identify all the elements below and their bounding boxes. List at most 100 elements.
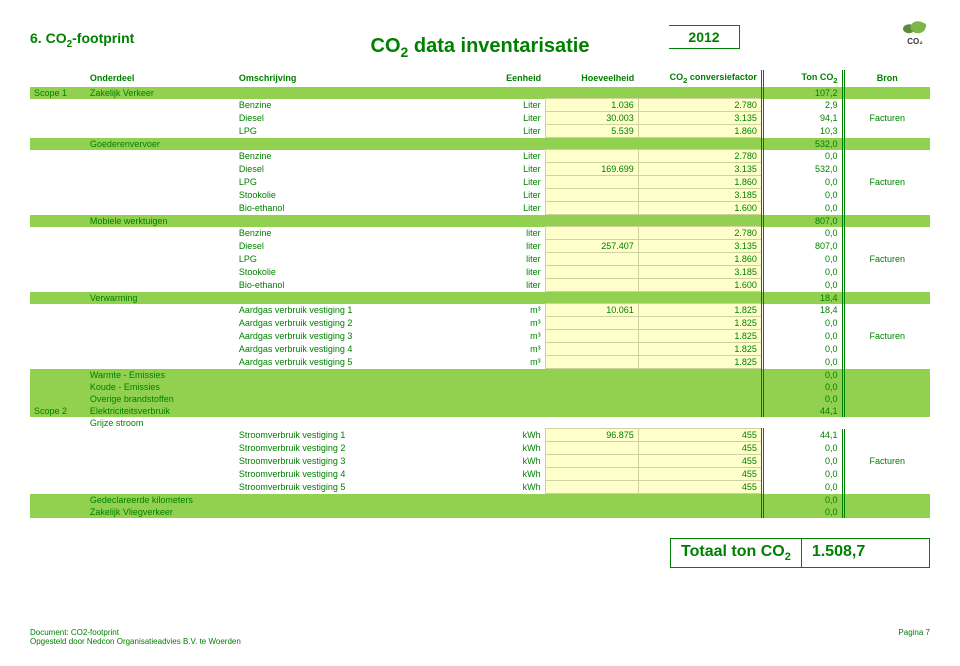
cell-cf: 1.860 (638, 176, 762, 189)
cell-hoeveelheid: 5.539 (545, 125, 638, 138)
data-row: Stroomverbruik vestiging 4kWh4550,0 (30, 468, 930, 481)
cell-omschrijving: Stroomverbruik vestiging 1 (235, 429, 471, 442)
cell-hoeveelheid (545, 253, 638, 266)
cell-ton: 0,0 (762, 455, 843, 468)
cell-cf: 1.825 (638, 356, 762, 369)
cell-bron: Facturen (843, 112, 930, 125)
cell-bron (843, 468, 930, 481)
cell-omschrijving: Aardgas verbruik vestiging 3 (235, 330, 471, 343)
cell-bron (843, 240, 930, 253)
data-row: Stroomverbruik vestiging 5kWh4550,0 (30, 481, 930, 494)
cell-omschrijving: Diesel (235, 112, 471, 125)
cell-eenheid: liter (471, 253, 545, 266)
section-ton: 107,2 (762, 87, 843, 99)
cell-ton: 807,0 (762, 240, 843, 253)
data-row: StookolieLiter3.1850,0 (30, 189, 930, 202)
header-row: Onderdeel Omschrijving Eenheid Hoeveelhe… (30, 70, 930, 87)
cell-ton: 18,4 (762, 304, 843, 317)
cell-omschrijving: Stookolie (235, 266, 471, 279)
cell-cf: 1.825 (638, 317, 762, 330)
section-label: Goederenvervoer (86, 138, 235, 150)
cell-hoeveelheid: 1.036 (545, 99, 638, 112)
cell-bron (843, 317, 930, 330)
col-bron: Bron (843, 70, 930, 87)
cell-eenheid: liter (471, 279, 545, 292)
cell-hoeveelheid (545, 442, 638, 455)
data-row: Aardgas verbruik vestiging 1m³10.0611.82… (30, 304, 930, 317)
cell-hoeveelheid (545, 176, 638, 189)
col-eenheid: Eenheid (471, 70, 545, 87)
section-ton: 44,1 (762, 405, 843, 417)
cell-ton: 0,0 (762, 253, 843, 266)
footer-page: Pagina 7 (898, 628, 930, 646)
cell-cf: 1.600 (638, 202, 762, 215)
logo-text: CO₂ (900, 37, 930, 46)
cell-eenheid: Liter (471, 189, 545, 202)
scope-label: Scope 2 (30, 405, 86, 417)
col-tonco2: Ton CO2 (762, 70, 843, 87)
cell-bron (843, 442, 930, 455)
cell-cf: 455 (638, 468, 762, 481)
cell-omschrijving: Aardgas verbruik vestiging 1 (235, 304, 471, 317)
cell-eenheid: kWh (471, 429, 545, 442)
cell-bron (843, 202, 930, 215)
cell-hoeveelheid (545, 279, 638, 292)
cell-cf: 1.600 (638, 279, 762, 292)
year-box: 2012 (669, 25, 740, 49)
cell-eenheid: kWh (471, 455, 545, 468)
cell-bron (843, 429, 930, 442)
cell-hoeveelheid (545, 189, 638, 202)
section-ton: 807,0 (762, 215, 843, 227)
cell-eenheid: liter (471, 227, 545, 240)
total-label: Totaal ton CO2 (671, 539, 802, 567)
subtitle: CO2 data inventarisatie (30, 35, 930, 60)
data-row: Bio-ethanolLiter1.6000,0 (30, 202, 930, 215)
scope-label: Scope 1 (30, 87, 86, 99)
cell-ton: 0,0 (762, 442, 843, 455)
section-ton: 532,0 (762, 138, 843, 150)
cell-bron: Facturen (843, 176, 930, 189)
section-ton: 0,0 (762, 381, 843, 393)
cell-bron (843, 99, 930, 112)
section-label: Zakelijk Verkeer (86, 87, 235, 99)
data-row: LPGLiter1.8600,0Facturen (30, 176, 930, 189)
section-row: Verwarming18,4 (30, 292, 930, 304)
cell-ton: 0,0 (762, 356, 843, 369)
total-box: Totaal ton CO2 1.508,7 (670, 538, 930, 568)
cell-ton: 0,0 (762, 330, 843, 343)
cell-ton: 0,0 (762, 150, 843, 163)
cell-omschrijving: Stroomverbruik vestiging 4 (235, 468, 471, 481)
data-row: Benzineliter2.7800,0 (30, 227, 930, 240)
cell-eenheid: kWh (471, 468, 545, 481)
cell-ton: 0,0 (762, 317, 843, 330)
cell-cf: 3.135 (638, 112, 762, 125)
total-value: 1.508,7 (802, 539, 875, 567)
cell-omschrijving: LPG (235, 253, 471, 266)
cell-eenheid: Liter (471, 163, 545, 176)
cell-omschrijving: Bio-ethanol (235, 279, 471, 292)
cell-omschrijving: Aardgas verbruik vestiging 2 (235, 317, 471, 330)
data-row: Stroomverbruik vestiging 3kWh4550,0Factu… (30, 455, 930, 468)
cell-cf: 3.135 (638, 163, 762, 176)
col-hoeveelheid: Hoeveelheid (545, 70, 638, 87)
footer-by: Opgesteld door Nedcon Organisatieadvies … (30, 637, 241, 646)
cell-ton: 44,1 (762, 429, 843, 442)
cell-eenheid: kWh (471, 481, 545, 494)
cell-bron (843, 227, 930, 240)
section-ton: 0,0 (762, 494, 843, 506)
cell-cf: 455 (638, 442, 762, 455)
section-label: Koude - Emissies (86, 381, 235, 393)
cell-bron (843, 481, 930, 494)
section-label: Elektriciteitsverbruik (86, 405, 235, 417)
cell-eenheid: liter (471, 266, 545, 279)
data-row: Aardgas verbruik vestiging 5m³1.8250,0 (30, 356, 930, 369)
cell-bron (843, 125, 930, 138)
cell-hoeveelheid: 257.407 (545, 240, 638, 253)
cell-ton: 0,0 (762, 189, 843, 202)
data-row: BenzineLiter1.0362.7802,9 (30, 99, 930, 112)
cell-hoeveelheid: 30.003 (545, 112, 638, 125)
section-title: 6. CO2-footprint (30, 30, 134, 50)
data-row: Stookolieliter3.1850,0 (30, 266, 930, 279)
data-row: Aardgas verbruik vestiging 2m³1.8250,0 (30, 317, 930, 330)
cell-cf: 1.825 (638, 304, 762, 317)
